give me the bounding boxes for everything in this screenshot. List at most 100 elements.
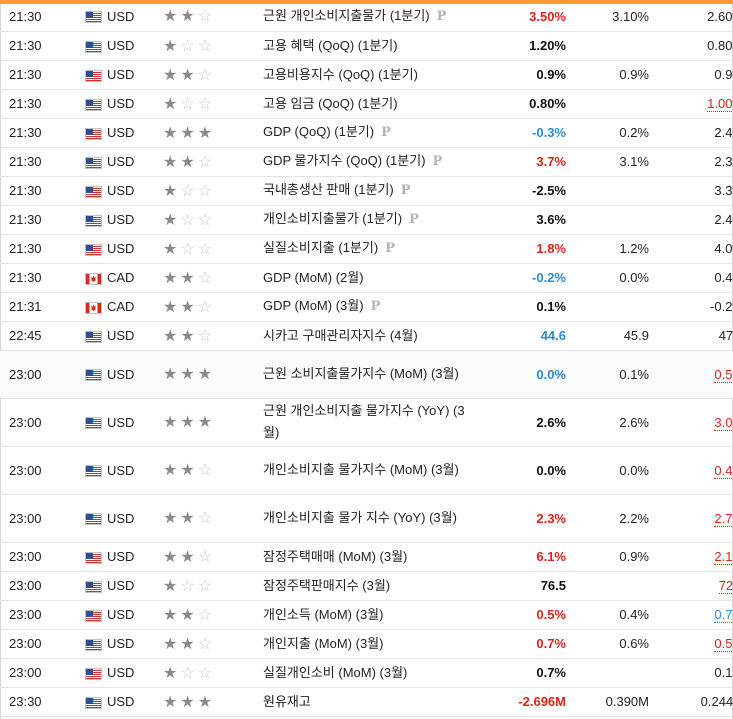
forecast-value: 1.2%	[619, 241, 649, 256]
currency-code: USD	[107, 462, 135, 478]
us-flag-icon	[85, 369, 102, 382]
preliminary-icon: P	[409, 212, 419, 227]
importance-star-filled-icon: ★	[180, 269, 198, 287]
event-time: 21:30	[9, 38, 42, 53]
event-name-link[interactable]: GDP (MoM) (3월)	[263, 298, 364, 313]
actual-value: 3.6%	[536, 212, 566, 227]
forecast-value: 45.9	[623, 328, 649, 343]
importance-star-filled-icon: ★	[180, 462, 198, 479]
event-time: 21:30	[9, 96, 42, 111]
event-name-link[interactable]: 실질개인소비 (MoM) (3월)	[263, 664, 408, 680]
importance-star-empty-icon: ☆	[197, 298, 216, 316]
importance-rating: ★☆☆	[155, 658, 263, 688]
event-name-link[interactable]: 개인소비지출물가 (1분기)	[263, 211, 403, 226]
importance-rating: ★☆☆	[155, 205, 263, 235]
importance-star-filled-icon: ★	[163, 606, 181, 624]
event-time: 23:00	[9, 366, 42, 382]
importance-star-filled-icon: ★	[180, 366, 198, 383]
table-row[interactable]: 23:00 USD ★★☆ 개인소비지출 물가 지수 (YoY) (3월) 2.3% 2.…	[0, 494, 733, 543]
importance-star-filled-icon: ★	[180, 327, 198, 345]
event-name-link[interactable]: 개인소비지출 물가지수 (MoM) (3월)	[263, 462, 459, 477]
importance-star-filled-icon: ★	[163, 240, 181, 258]
event-name-link[interactable]: 개인소비지출 물가 지수 (YoY) (3월)	[263, 510, 457, 525]
event-name-link[interactable]: GDP (MoM) (2월)	[263, 269, 364, 285]
us-flag-icon	[85, 609, 102, 622]
forecast-value: 0.4%	[619, 607, 649, 622]
us-flag-icon	[85, 127, 102, 140]
us-flag-icon	[85, 465, 102, 478]
ca-flag-icon	[85, 272, 102, 285]
importance-star-filled-icon: ★	[163, 366, 181, 383]
event-name-link[interactable]: 개인소득 (MoM) (3월)	[263, 606, 384, 622]
event-name-link[interactable]: 실질소비지출 (1분기)	[263, 240, 379, 255]
event-name-link[interactable]: 고용 혜택 (QoQ) (1분기)	[263, 37, 398, 53]
event-name-link[interactable]: 원유재고	[263, 693, 311, 709]
currency-code: USD	[107, 665, 135, 680]
us-flag-icon	[85, 156, 102, 169]
event-name-link[interactable]: 고용 임금 (QoQ) (1분기)	[263, 95, 398, 111]
event-name-link[interactable]: 잠정주택매매 (MoM) (3월)	[263, 548, 408, 564]
event-name-link[interactable]: 잠정주택판매지수 (3월)	[263, 577, 391, 593]
previous-value: 3.0%	[714, 414, 733, 431]
us-flag-icon	[85, 513, 102, 526]
event-name-link[interactable]: 개인지출 (MoM) (3월)	[263, 635, 384, 651]
importance-star-filled-icon: ★	[163, 8, 181, 26]
importance-star-empty-icon: ☆	[180, 211, 198, 229]
table-row[interactable]: 23:00 USD ★★★ 근원 개인소비지출 물가지수 (YoY) (3월) 2.6%…	[0, 398, 733, 447]
previous-value: 0.7%	[714, 607, 733, 623]
table-row[interactable]: 21:30 USD ★★☆ 근원 개인소비지출물가 (1분기) P 3.50% 3.10% 2…	[0, 2, 733, 32]
us-flag-icon	[85, 40, 102, 53]
currency-code: CAD	[107, 299, 135, 314]
us-flag-icon	[85, 11, 102, 24]
currency-code: USD	[107, 125, 135, 140]
event-name-link[interactable]: 고용비용지수 (QoQ) (1분기)	[263, 66, 418, 82]
table-row[interactable]: 23:00 USD ★★★ 근원 소비지출물가지수 (MoM) (3월) 0.0% 0.1…	[0, 350, 733, 399]
forecast-value: 0.390M	[605, 694, 649, 709]
table-row[interactable]: 21:30 USD ★★☆ 고용비용지수 (QoQ) (1분기) 0.9% 0.9% 0.9…	[0, 60, 733, 90]
forecast-value: 2.6%	[619, 414, 649, 430]
event-name-link[interactable]: 시카고 구매관리자지수 (4월)	[263, 327, 418, 343]
importance-star-empty-icon: ☆	[197, 635, 216, 653]
event-name-link[interactable]: 근원 개인소비지출물가 (1분기)	[263, 7, 430, 23]
preliminary-icon: P	[436, 8, 447, 24]
event-name-link[interactable]: 근원 개인소비지출 물가지수 (YoY) (3월)	[263, 403, 465, 440]
event-name-link[interactable]: GDP (QoQ) (1분기)	[263, 124, 375, 139]
importance-star-empty-icon: ☆	[197, 510, 216, 527]
actual-value: 76.5	[540, 578, 566, 593]
preliminary-icon: P	[381, 125, 391, 140]
event-name-link[interactable]: 국내총생산 판매 (1분기)	[263, 182, 394, 197]
previous-value: 0.5%	[714, 636, 733, 652]
currency-code: USD	[107, 366, 135, 382]
table-row[interactable]: 21:30 USD ★★☆ GDP 물가지수 (QoQ) (1분기) P 3.7% 3.1%…	[0, 147, 733, 177]
event-name-link[interactable]: GDP 물가지수 (QoQ) (1분기)	[263, 153, 426, 168]
importance-star-empty-icon: ☆	[197, 8, 216, 26]
importance-rating: ★☆☆	[155, 89, 263, 119]
actual-value: 1.8%	[536, 241, 566, 256]
forecast-value: 0.0%	[619, 462, 649, 478]
us-flag-icon	[85, 696, 102, 709]
event-name-link[interactable]: 근원 소비지출물가지수 (MoM) (3월)	[263, 366, 459, 381]
table-row[interactable]: 23:00 USD ★★☆ 개인소비지출 물가지수 (MoM) (3월) 0.0% 0.0…	[0, 446, 733, 495]
preliminary-icon: P	[432, 154, 443, 169]
previous-value: 0.9%	[714, 67, 733, 82]
currency-code: USD	[107, 414, 135, 430]
forecast-value: 0.0%	[619, 270, 649, 285]
previous-value: 0.80%	[707, 38, 733, 53]
event-time: 23:00	[9, 636, 42, 651]
